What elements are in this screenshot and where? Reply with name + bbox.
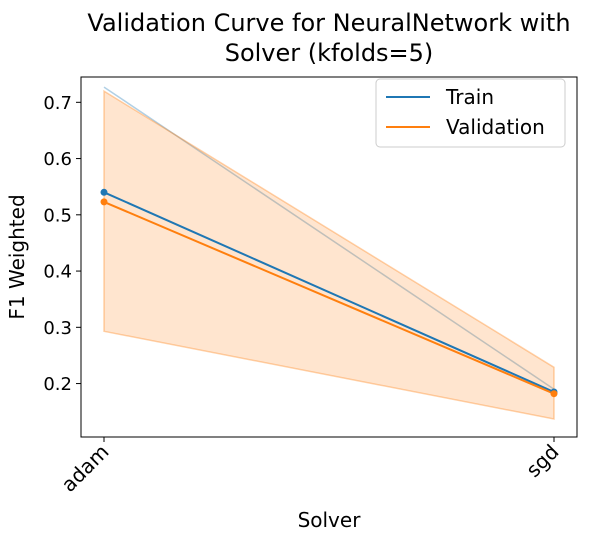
series-lines: [103, 191, 555, 395]
line-train: [103, 191, 555, 393]
band-validation: [103, 89, 555, 420]
point-validation-adam: [100, 198, 108, 206]
legend-label-validation: Validation: [446, 115, 545, 139]
x-tick-label-adam: adam: [56, 440, 113, 497]
series-markers: [100, 188, 558, 398]
y-axis-ticks: 0.2 0.3 0.4 0.5 0.6 0.7: [43, 93, 81, 395]
x-tick-label-sgd: sgd: [521, 440, 563, 482]
point-validation-sgd: [550, 390, 558, 398]
y-tick-label: 0.2: [43, 374, 72, 395]
x-axis-label: Solver: [298, 508, 362, 532]
plot-frame: [80, 76, 578, 438]
y-axis-label: F1 Weighted: [5, 194, 29, 319]
legend-label-train: Train: [445, 85, 494, 109]
y-tick-label: 0.3: [43, 318, 72, 339]
chart-title-line-1: Validation Curve for NeuralNetwork with: [87, 9, 570, 37]
chart-title-line-2: Solver (kfolds=5): [225, 39, 434, 67]
legend: Train Validation: [375, 78, 566, 148]
x-axis-ticks: adam sgd: [56, 437, 564, 497]
y-tick-label: 0.7: [43, 93, 72, 114]
y-tick-label: 0.4: [43, 262, 72, 283]
y-tick-label: 0.5: [43, 205, 72, 226]
y-tick-label: 0.6: [43, 149, 72, 170]
line-validation: [103, 200, 555, 395]
point-train-adam: [100, 188, 108, 196]
